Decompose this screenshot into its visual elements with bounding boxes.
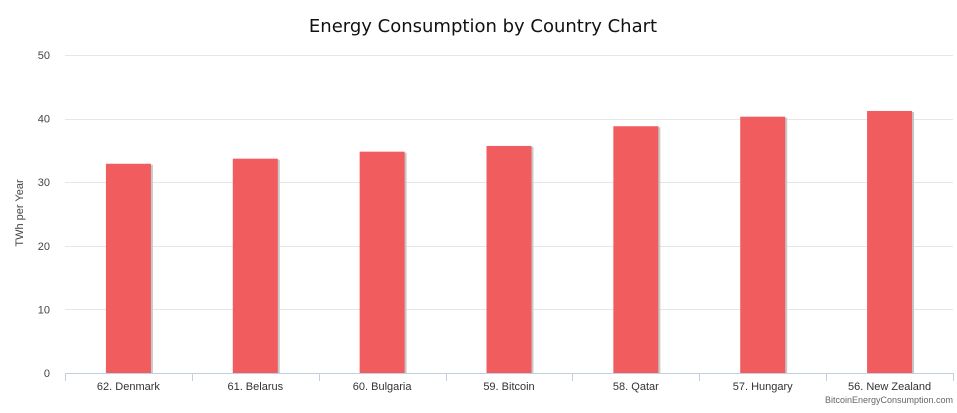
- bar[interactable]: [232, 158, 278, 373]
- chart-title: Energy Consumption by Country Chart: [309, 16, 657, 37]
- y-tick-label: 30: [38, 177, 50, 189]
- x-tick-label: 62. Denmark: [97, 381, 160, 393]
- bar[interactable]: [105, 163, 151, 373]
- y-tick-label: 10: [38, 304, 50, 316]
- y-tick-label: 20: [38, 241, 50, 253]
- x-tick-label: 61. Belarus: [227, 381, 283, 393]
- bar[interactable]: [486, 145, 532, 373]
- y-tick-label: 0: [44, 368, 50, 380]
- x-tick-label: 56. New Zealand: [848, 381, 931, 393]
- credit-text[interactable]: BitcoinEnergyConsumption.com: [825, 395, 953, 405]
- x-tick-label: 57. Hungary: [733, 381, 793, 393]
- y-axis-title: TWh per Year: [14, 179, 26, 247]
- y-tick-label: 50: [38, 50, 50, 62]
- bar[interactable]: [740, 116, 786, 373]
- x-tick-label: 59. Bitcoin: [483, 381, 534, 393]
- bars: [105, 110, 915, 374]
- bar[interactable]: [613, 126, 659, 374]
- x-axis: 62. Denmark 61. Belarus 60. Bulgaria 59. Bi…: [65, 373, 954, 393]
- x-tick-label: 60. Bulgaria: [353, 381, 413, 393]
- x-tick-label: 58. Qatar: [613, 381, 659, 393]
- bar[interactable]: [359, 151, 405, 373]
- y-tick-label: 40: [38, 114, 50, 126]
- y-axis-ticks: 0 10 20 30 40 50: [38, 50, 50, 380]
- bar[interactable]: [867, 110, 913, 373]
